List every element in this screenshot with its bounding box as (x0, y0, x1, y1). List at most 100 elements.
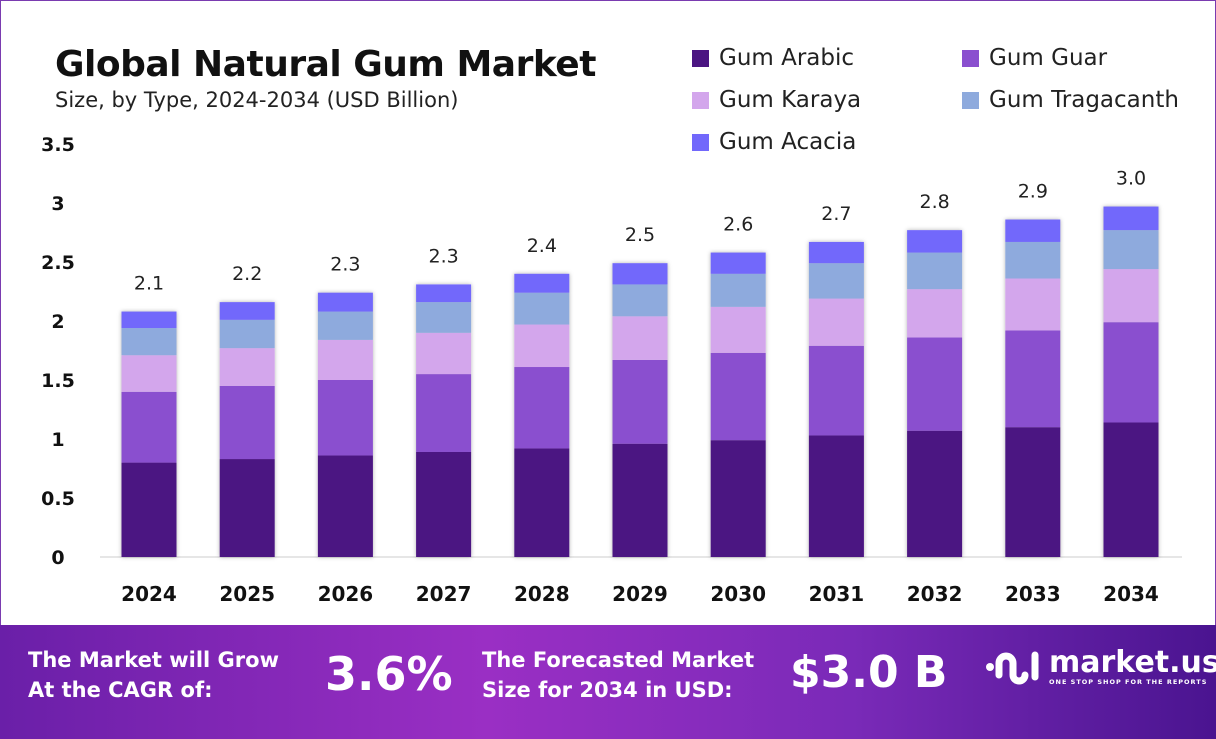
bar-segment-gum-acacia (808, 241, 864, 264)
total-label: 3.0 (1116, 168, 1146, 190)
bar-segment-gum-acacia (121, 311, 177, 329)
bar-segment-gum-acacia (612, 263, 668, 285)
legend-item: Gum Guar (962, 45, 1107, 71)
bar-segment-gum-karaya (710, 306, 766, 353)
bar-segment-gum-guar (1005, 330, 1061, 428)
legend-label: Gum Tragacanth (989, 87, 1179, 113)
bar-segment-gum-arabic (1103, 422, 1159, 557)
y-tick-label: 1 (51, 429, 64, 451)
bar-segment-gum-guar (219, 385, 275, 460)
bar-segment-gum-arabic (219, 459, 275, 557)
bar-segment-gum-acacia (317, 292, 373, 312)
bar-segment-gum-tragacanth (219, 319, 275, 349)
total-label: 2.8 (919, 191, 949, 213)
bar-stack (1005, 219, 1061, 557)
cagr-value: 3.6% (325, 647, 453, 701)
forecast-label-line1: The Forecasted Market (482, 648, 755, 672)
y-tick-label: 2.5 (41, 252, 75, 274)
bar-segment-gum-tragacanth (612, 284, 668, 317)
bar-segment-gum-karaya (514, 324, 570, 368)
x-tick-label: 2032 (907, 582, 963, 606)
cagr-label-line1: The Market will Grow (28, 648, 279, 672)
bar-segment-gum-karaya (808, 298, 864, 346)
chart-title: Global Natural Gum Market (55, 44, 596, 85)
forecast-label: The Forecasted Market Size for 2034 in US… (482, 645, 754, 705)
bar-segment-gum-acacia (514, 273, 570, 293)
bar-segment-gum-guar (121, 391, 177, 463)
bar-segment-gum-tragacanth (514, 292, 570, 325)
summary-banner: The Market will Grow At the CAGR of: 3.6%… (0, 625, 1216, 739)
bar-segment-gum-guar (907, 337, 963, 431)
legend-label: Gum Arabic (719, 45, 855, 71)
bar-segment-gum-karaya (219, 348, 275, 386)
bar-stack (710, 252, 766, 557)
bar-segment-gum-guar (612, 359, 668, 444)
bar-segment-gum-guar (1103, 322, 1159, 423)
y-tick-label: 3.5 (41, 134, 75, 156)
bar-segment-gum-tragacanth (416, 302, 472, 333)
bar-segment-gum-karaya (416, 332, 472, 375)
bar-segment-gum-tragacanth (907, 252, 963, 290)
bar-segment-gum-guar (710, 352, 766, 441)
bar-segment-gum-arabic (808, 435, 864, 557)
y-tick-label: 1.5 (41, 370, 75, 392)
legend-item: Gum Acacia (692, 129, 856, 155)
bar-stack (1103, 206, 1159, 557)
total-label: 2.9 (1018, 181, 1048, 203)
x-tick-label: 2026 (318, 582, 374, 606)
total-label: 2.6 (723, 214, 753, 236)
bar-stack (907, 230, 963, 557)
total-label: 2.3 (330, 254, 360, 276)
y-tick-label: 2 (51, 311, 64, 333)
forecast-label-line2: Size for 2034 in USD: (482, 678, 733, 702)
bar-segment-gum-arabic (1005, 427, 1061, 557)
bar-stack (317, 292, 373, 557)
forecast-value: $3.0 B (790, 647, 948, 698)
bar-stack (416, 284, 472, 557)
bar-segment-gum-tragacanth (808, 263, 864, 299)
total-label: 2.5 (625, 224, 655, 246)
bar-segment-gum-tragacanth (121, 328, 177, 356)
bar-segment-gum-arabic (612, 443, 668, 557)
chart-subtitle: Size, by Type, 2024-2034 (USD Billion) (55, 88, 459, 112)
bar-stack (121, 311, 177, 557)
bar-segment-gum-arabic (907, 430, 963, 557)
logo-text: market.us (1049, 645, 1216, 680)
x-tick-label: 2028 (514, 582, 570, 606)
legend-swatch (692, 133, 709, 151)
total-label: 2.1 (134, 273, 164, 295)
bar-segment-gum-karaya (121, 355, 177, 392)
logo-tagline: ONE STOP SHOP FOR THE REPORTS (1049, 678, 1208, 686)
bar-segment-gum-arabic (514, 448, 570, 557)
marketus-logo: market.us ONE STOP SHOP FOR THE REPORTS (985, 645, 1216, 689)
bar-segment-gum-acacia (219, 302, 275, 320)
bar-segment-gum-guar (514, 367, 570, 449)
bar-segment-gum-karaya (317, 339, 373, 380)
bar-segment-gum-tragacanth (710, 273, 766, 307)
bar-segment-gum-acacia (710, 252, 766, 274)
legend-item: Gum Tragacanth (962, 87, 1179, 113)
bar-segment-gum-tragacanth (317, 311, 373, 340)
x-tick-label: 2027 (416, 582, 472, 606)
bar-segment-gum-karaya (907, 289, 963, 338)
bar-segment-gum-acacia (1005, 219, 1061, 242)
bar-segment-gum-guar (317, 380, 373, 456)
x-tick-label: 2024 (121, 582, 177, 606)
bar-segment-gum-karaya (1005, 278, 1061, 331)
logo-icon (986, 651, 1039, 685)
total-label: 2.4 (527, 235, 557, 257)
x-tick-label: 2034 (1103, 582, 1159, 606)
legend-label: Gum Guar (989, 45, 1108, 71)
legend-swatch (962, 49, 979, 67)
legend-label: Gum Acacia (719, 129, 857, 155)
bar-segment-gum-acacia (416, 284, 472, 303)
bar-segment-gum-acacia (907, 230, 963, 253)
bar-segment-gum-arabic (317, 455, 373, 557)
total-label: 2.7 (821, 203, 851, 225)
x-tick-label: 2030 (710, 582, 766, 606)
bar-segment-gum-arabic (121, 462, 177, 557)
x-tick-label: 2033 (1005, 582, 1061, 606)
bar-stack (612, 263, 668, 557)
bar-segment-gum-tragacanth (1005, 241, 1061, 279)
y-tick-label: 3 (51, 193, 64, 215)
